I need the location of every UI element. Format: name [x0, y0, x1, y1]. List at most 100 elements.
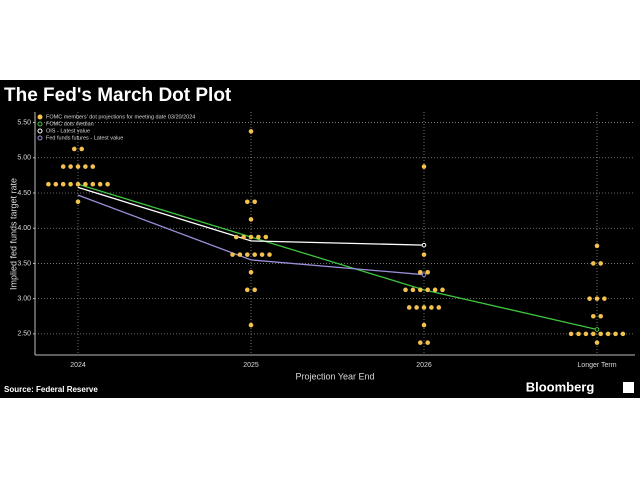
- legend-label: OIS - Latest value: [46, 128, 90, 134]
- brand: Bloomberg: [526, 379, 595, 394]
- dot: [256, 234, 261, 240]
- y-tick-label: 5.00: [17, 155, 31, 162]
- dot: [620, 331, 626, 337]
- series-end-marker: [421, 242, 427, 248]
- dot: [248, 129, 254, 134]
- dot: [83, 164, 88, 169]
- dot: [591, 261, 596, 266]
- y-tick-label: 4.00: [17, 225, 31, 232]
- dot: [252, 199, 257, 205]
- dot: [267, 252, 272, 257]
- dot: [53, 181, 59, 187]
- dot: [79, 146, 84, 152]
- y-tick-label: 2.50: [17, 331, 31, 338]
- source: Source: Federal Reserve: [4, 385, 98, 394]
- dot: [421, 305, 427, 310]
- dot: [425, 340, 431, 345]
- dot: [591, 331, 596, 337]
- dot: [60, 164, 66, 169]
- dot: [440, 287, 445, 293]
- dot: [403, 287, 408, 293]
- dot: [46, 181, 51, 187]
- dot: [75, 164, 81, 169]
- dot: [410, 287, 416, 293]
- dot: [414, 305, 419, 310]
- x-tick-label: 2024: [70, 362, 86, 369]
- dot: [418, 287, 423, 293]
- dot: [598, 313, 603, 319]
- dot: [591, 313, 596, 319]
- dot: [90, 164, 96, 169]
- dot: [594, 243, 600, 249]
- x-tick-label: 2025: [243, 362, 259, 369]
- x-tick-label: Longer Term: [577, 362, 616, 369]
- x-axis-label: Projection Year End: [295, 371, 374, 381]
- y-tick-label: 3.50: [17, 260, 31, 267]
- dot: [436, 305, 442, 310]
- dot: [259, 252, 265, 257]
- dot: [75, 199, 81, 205]
- legend-label: FOMC members' dot projections for meetin…: [46, 114, 195, 120]
- dot: [425, 269, 431, 275]
- dot: [248, 269, 254, 275]
- dot: [75, 181, 81, 187]
- y-tick-label: 4.50: [17, 190, 31, 197]
- dot: [429, 305, 434, 310]
- series-end-marker: [421, 272, 427, 278]
- dot: [252, 252, 257, 257]
- y-axis-label: Implied fed funds target rate: [8, 178, 18, 290]
- series-line: [77, 186, 425, 246]
- legend-swatch: [37, 135, 43, 141]
- dot: [421, 164, 427, 169]
- chart-background: [0, 80, 640, 398]
- y-tick-label: 5.50: [17, 119, 31, 126]
- legend-swatch: [37, 114, 43, 120]
- legend-label: FOMC dots median: [46, 121, 94, 127]
- dot: [568, 331, 574, 337]
- dot: [418, 340, 423, 345]
- dot: [263, 234, 269, 240]
- dot: [68, 181, 73, 187]
- dot: [583, 331, 589, 337]
- dot: [421, 252, 427, 257]
- dot: [245, 287, 250, 293]
- series-line: [77, 194, 425, 276]
- dot: [418, 269, 423, 275]
- dot: [83, 181, 88, 187]
- dot: [421, 322, 427, 328]
- dot: [68, 164, 73, 169]
- dot: [432, 287, 438, 293]
- dot: [587, 296, 592, 301]
- chart-title: The Fed's March Dot Plot: [4, 85, 232, 106]
- dot: [237, 252, 243, 257]
- dot: [248, 234, 254, 240]
- dot: [605, 331, 611, 337]
- dot: [425, 287, 431, 293]
- dot: [72, 146, 77, 152]
- series-line: [77, 183, 598, 331]
- dot: [248, 217, 254, 222]
- dot: [241, 234, 246, 240]
- dot: [230, 252, 235, 257]
- x-tick-label: 2026: [416, 362, 432, 369]
- dot: [97, 181, 103, 187]
- dot: [248, 322, 254, 328]
- brand-icon: [623, 382, 634, 393]
- dot: [594, 340, 600, 345]
- dot: [406, 305, 412, 310]
- dot: [252, 287, 257, 293]
- dot: [613, 331, 618, 337]
- legend-swatch: [37, 128, 43, 134]
- dot: [90, 181, 96, 187]
- dot: [105, 181, 110, 187]
- dot: [245, 199, 250, 205]
- series-end-marker: [594, 327, 600, 332]
- dot: [576, 331, 581, 337]
- dot: [60, 181, 66, 187]
- dot: [594, 296, 600, 301]
- dot: [602, 296, 607, 301]
- dot: [598, 331, 603, 337]
- dot: [245, 252, 250, 257]
- legend-label: Fed funds futures - Latest value: [46, 135, 123, 141]
